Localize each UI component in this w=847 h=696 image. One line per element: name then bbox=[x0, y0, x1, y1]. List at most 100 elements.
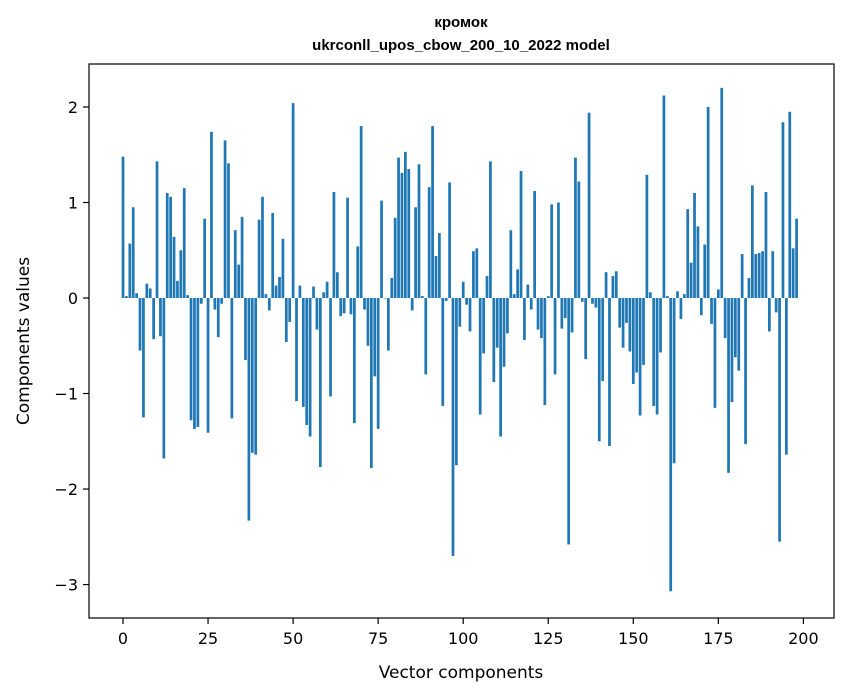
chart-title: кромок bbox=[434, 14, 488, 31]
bar bbox=[305, 298, 309, 426]
bar bbox=[125, 296, 128, 299]
bar bbox=[363, 298, 366, 310]
bar bbox=[502, 298, 506, 367]
bar bbox=[703, 244, 707, 299]
bar bbox=[560, 298, 564, 329]
bar bbox=[686, 209, 690, 299]
bar bbox=[346, 197, 349, 299]
bar bbox=[785, 298, 788, 455]
bar bbox=[400, 172, 404, 299]
y-tick-label: 0 bbox=[68, 289, 78, 308]
bar bbox=[676, 291, 679, 299]
bar bbox=[485, 276, 489, 299]
bar bbox=[410, 298, 414, 311]
bar bbox=[210, 131, 213, 299]
bar bbox=[380, 200, 383, 299]
bar bbox=[220, 298, 224, 304]
bar bbox=[424, 298, 428, 375]
bar bbox=[713, 298, 717, 408]
bar bbox=[533, 191, 536, 299]
bar bbox=[750, 185, 754, 299]
bar bbox=[417, 164, 421, 299]
bar bbox=[482, 298, 485, 354]
bar bbox=[468, 298, 472, 332]
bar bbox=[274, 285, 278, 299]
bar bbox=[281, 238, 285, 299]
bar bbox=[288, 298, 292, 322]
bar bbox=[546, 296, 550, 299]
bar bbox=[387, 298, 390, 351]
bar bbox=[247, 298, 251, 521]
bar bbox=[747, 277, 751, 299]
x-tick-label: 0 bbox=[118, 629, 128, 648]
bar bbox=[652, 298, 656, 406]
bar bbox=[706, 106, 710, 299]
bar bbox=[335, 272, 339, 299]
bar bbox=[196, 298, 200, 427]
y-tick-label: −2 bbox=[54, 480, 78, 499]
bar bbox=[155, 161, 159, 299]
bar bbox=[740, 254, 744, 299]
bar bbox=[526, 284, 530, 299]
bar bbox=[448, 182, 451, 299]
bar bbox=[128, 243, 132, 299]
bar bbox=[284, 298, 288, 342]
bar bbox=[519, 170, 523, 299]
x-tick-label: 75 bbox=[368, 629, 388, 648]
bar bbox=[230, 298, 234, 419]
bar bbox=[332, 191, 336, 299]
bar bbox=[349, 298, 353, 315]
bar bbox=[574, 157, 577, 299]
bar bbox=[339, 298, 343, 317]
bar bbox=[580, 298, 584, 302]
bar bbox=[295, 298, 298, 402]
bar bbox=[529, 298, 533, 310]
bar bbox=[594, 298, 598, 308]
bar bbox=[754, 254, 758, 299]
bar bbox=[662, 95, 666, 299]
bar bbox=[434, 255, 438, 299]
x-tick-label: 150 bbox=[618, 629, 649, 648]
bar bbox=[645, 174, 649, 299]
bars-group bbox=[121, 87, 798, 592]
bar bbox=[659, 298, 662, 353]
y-tick-label: −3 bbox=[54, 576, 78, 595]
bar bbox=[145, 283, 149, 299]
bar bbox=[699, 298, 703, 316]
bar bbox=[730, 298, 734, 403]
bar bbox=[550, 204, 554, 299]
bar bbox=[342, 298, 346, 314]
bar bbox=[182, 188, 186, 299]
bar bbox=[621, 298, 625, 348]
bar bbox=[669, 298, 673, 592]
bar bbox=[689, 262, 693, 299]
bar bbox=[213, 298, 217, 310]
bar bbox=[472, 251, 475, 299]
bar bbox=[376, 298, 380, 429]
bar bbox=[250, 298, 254, 453]
bar bbox=[716, 289, 720, 299]
bar bbox=[693, 192, 696, 299]
bar bbox=[135, 293, 138, 299]
bar bbox=[414, 207, 417, 299]
bar bbox=[778, 298, 781, 542]
bar bbox=[584, 298, 588, 360]
bar bbox=[441, 298, 445, 406]
bar bbox=[536, 298, 540, 330]
bar bbox=[162, 298, 166, 459]
bar bbox=[267, 298, 271, 311]
bar bbox=[431, 126, 434, 299]
bar bbox=[720, 87, 724, 299]
bar bbox=[672, 298, 676, 464]
bar bbox=[179, 250, 183, 299]
bar bbox=[665, 296, 669, 299]
bar bbox=[631, 298, 635, 384]
bar bbox=[121, 156, 125, 299]
bar bbox=[390, 277, 394, 299]
bar bbox=[638, 298, 642, 416]
bar bbox=[278, 277, 281, 299]
bar bbox=[577, 181, 581, 299]
bar bbox=[648, 292, 652, 299]
bar bbox=[788, 111, 792, 299]
